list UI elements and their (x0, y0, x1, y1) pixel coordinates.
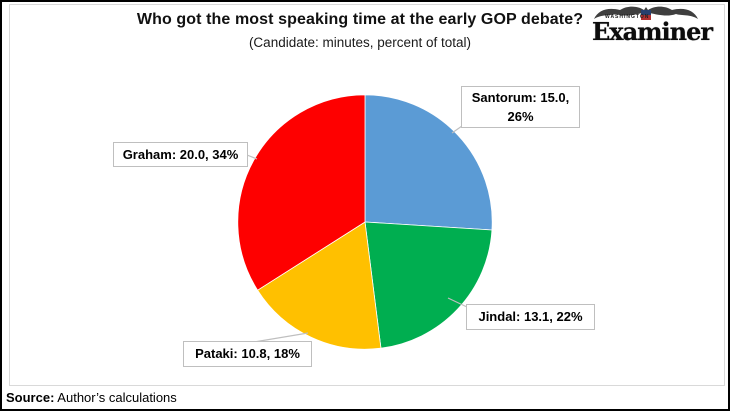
source-text: Author’s calculations (54, 390, 177, 405)
pie-slice-graham (237, 94, 366, 291)
data-label-santorum-line1: Santorum: 15.0, (471, 90, 570, 105)
pie-slice-pataki (257, 221, 382, 350)
data-label-santorum: Santorum: 15.0, 26% (461, 86, 580, 128)
pie-chart (237, 94, 493, 350)
chart-subtitle: (Candidate: minutes, percent of total) (248, 35, 472, 50)
data-label-pataki: Pataki: 10.8, 18% (183, 341, 312, 367)
washington-examiner-logo: WASHINGTON Examiner (592, 4, 713, 50)
data-label-jindal: Jindal: 13.1, 22% (466, 304, 595, 330)
data-label-santorum-line2: 26% (507, 109, 534, 124)
chart-title: Who got the most speaking time at the ea… (136, 11, 584, 28)
eagle-icon (594, 6, 698, 20)
pie-slice-jindal (364, 221, 493, 349)
source-note: Source: Author’s calculations (6, 390, 177, 405)
data-label-graham: Graham: 20.0, 34% (113, 142, 248, 167)
pie-slice-santorum (364, 94, 493, 231)
source-label: Source: (6, 390, 55, 405)
logo-washington-text: WASHINGTON (605, 14, 650, 20)
logo-examiner-text: Examiner (592, 17, 713, 46)
